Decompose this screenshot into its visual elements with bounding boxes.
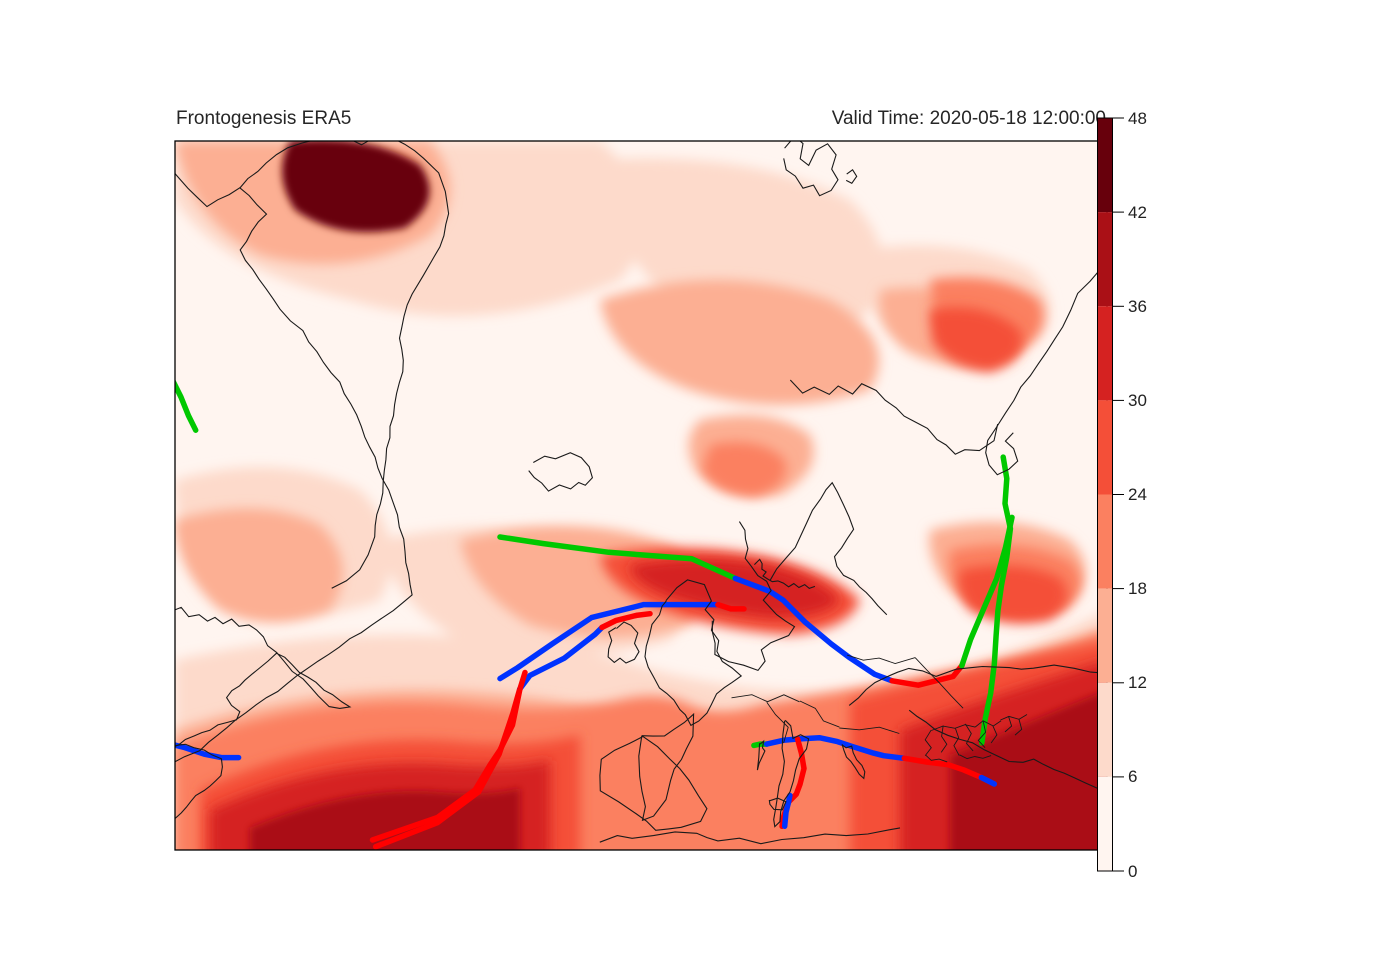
svg-text:12: 12 [1128, 673, 1147, 692]
svg-text:0: 0 [1128, 862, 1137, 881]
svg-text:30: 30 [1128, 391, 1147, 410]
svg-text:6: 6 [1128, 767, 1137, 786]
svg-text:42: 42 [1128, 203, 1147, 222]
svg-text:48: 48 [1128, 109, 1147, 128]
svg-text:24: 24 [1128, 485, 1147, 504]
svg-text:18: 18 [1128, 579, 1147, 598]
svg-text:36: 36 [1128, 297, 1147, 316]
